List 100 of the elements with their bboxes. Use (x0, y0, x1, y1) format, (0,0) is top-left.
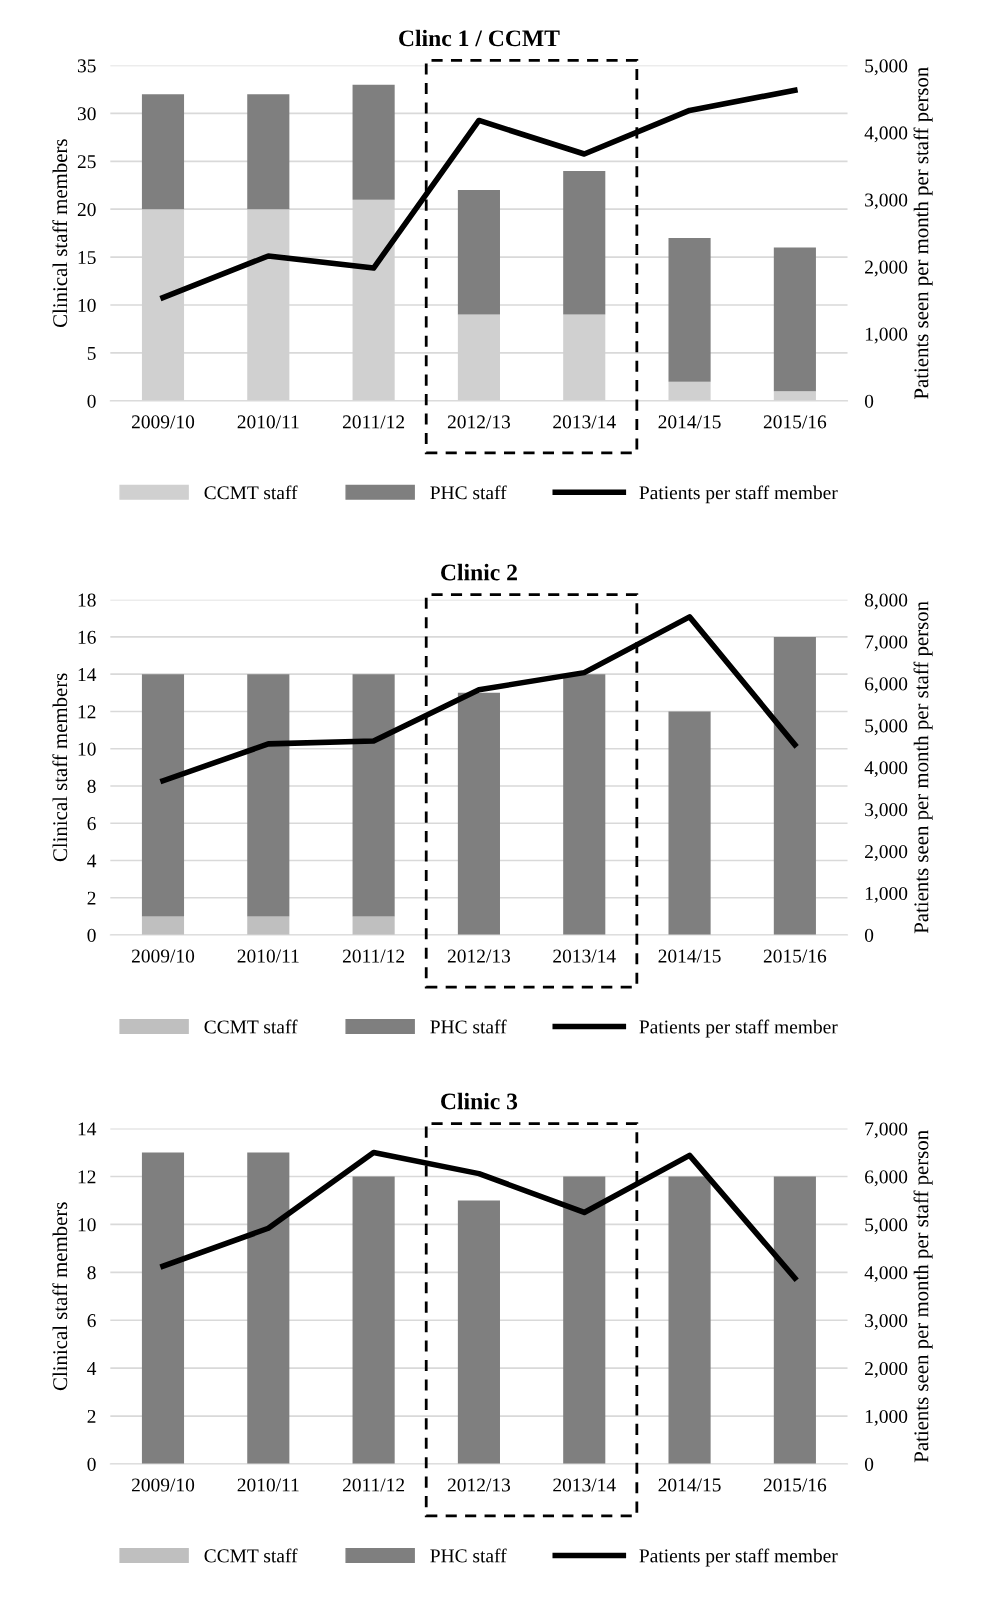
y2-tick-label: 8,000 (864, 593, 908, 610)
y2-tick-label: 3,000 (865, 1314, 908, 1330)
y-tick-label: 10 (78, 298, 96, 312)
y-tick-label: 5 (87, 346, 96, 360)
bar (668, 1176, 711, 1464)
legend-label: CCMT staff (204, 1548, 298, 1563)
legend-label: Patients per staff member (639, 1548, 838, 1567)
y-tick-label: 8 (87, 1266, 96, 1280)
y2-tick-label: 3,000 (865, 193, 908, 210)
bar (141, 94, 185, 210)
chart-title: Clinic 3 (441, 1092, 518, 1110)
x-tick-label: 2010/11 (237, 1478, 299, 1492)
y-tick-label: 0 (87, 928, 96, 942)
bar (247, 674, 290, 917)
bar (563, 170, 606, 315)
y2-tick-label: 7,000 (865, 1122, 908, 1139)
x-tick-label: 2014/15 (658, 415, 721, 429)
y2-tick-label: 5,000 (865, 59, 908, 76)
y-tick-label: 12 (78, 705, 96, 719)
y-tick-label: 8 (87, 779, 96, 793)
y2-tick-label: 4,000 (864, 1266, 908, 1283)
y-tick-label: 6 (87, 1314, 96, 1328)
bar (352, 916, 395, 936)
y2-tick-label: 7,000 (865, 635, 908, 652)
y-tick-label: 35 (77, 59, 96, 73)
y2-tick-label: 2,000 (865, 1361, 908, 1378)
y2-axis-title: Patients seen per month per staff person (913, 67, 933, 400)
bar (141, 916, 185, 936)
y-tick-label: 25 (77, 155, 96, 169)
y-tick-label: 6 (87, 817, 96, 831)
y2-tick-label: 1,000 (865, 1409, 908, 1426)
y-tick-label: 15 (78, 251, 96, 265)
y2-tick-label: 4,000 (864, 761, 908, 778)
y-axis-title: Clinical staff members (52, 139, 68, 327)
y-tick-label: 14 (78, 1122, 97, 1136)
y-tick-label: 16 (78, 630, 96, 644)
x-tick-label: 2010/11 (237, 949, 299, 963)
bar (352, 84, 395, 200)
y-tick-label: 2 (87, 1409, 96, 1423)
bar (773, 636, 816, 936)
legend-label: PHC staff (430, 1019, 507, 1034)
x-tick-label: 2012/13 (447, 949, 511, 963)
x-tick-label: 2009/10 (131, 949, 195, 963)
x-tick-label: 2012/13 (447, 1478, 511, 1492)
y-tick-label: 30 (77, 107, 96, 121)
bar (141, 674, 185, 917)
y-tick-label: 2 (87, 891, 96, 905)
y2-tick-label: 4,000 (864, 126, 908, 143)
bar (773, 247, 816, 392)
y-axis-title: Clinical staff members (52, 1202, 68, 1391)
y2-tick-label: 3,000 (865, 803, 908, 820)
y-axis-title: Clinical staff members (52, 673, 68, 862)
legend-label: PHC staff (430, 1548, 507, 1563)
y2-axis-title: Patients seen per month per staff person (913, 601, 933, 934)
y-tick-label: 10 (78, 1218, 96, 1232)
x-tick-label: 2015/16 (763, 949, 827, 963)
bar (247, 1152, 290, 1464)
x-tick-label: 2015/16 (763, 1478, 827, 1492)
bar (457, 1200, 500, 1464)
y-tick-label: 4 (87, 854, 97, 868)
legend-label: Patients per staff member (639, 1019, 838, 1038)
y2-tick-label: 5,000 (865, 1218, 908, 1235)
y2-axis-title: Patients seen per month per staff person (913, 1130, 933, 1463)
y2-tick-label: 0 (864, 928, 874, 942)
x-tick-label: 2013/14 (553, 1478, 616, 1492)
bar (457, 190, 500, 315)
x-tick-label: 2014/15 (658, 949, 721, 963)
x-tick-label: 2011/12 (342, 415, 405, 429)
x-tick-label: 2012/13 (447, 415, 511, 429)
bar (247, 916, 290, 936)
bar (668, 237, 711, 382)
y-tick-label: 0 (87, 1457, 96, 1471)
legend-label: CCMT staff (204, 1019, 298, 1034)
legend-label: PHC staff (430, 485, 507, 500)
y2-tick-label: 1,000 (865, 327, 908, 344)
bar (141, 1152, 185, 1464)
y2-tick-label: 0 (864, 1457, 874, 1471)
y-tick-label: 0 (87, 394, 96, 408)
y-tick-label: 12 (78, 1170, 96, 1184)
bar (457, 692, 500, 936)
bar (563, 1176, 606, 1464)
x-tick-label: 2009/10 (131, 415, 195, 429)
x-tick-label: 2011/12 (342, 949, 405, 963)
y-tick-label: 14 (78, 668, 97, 681)
x-tick-label: 2014/15 (658, 1478, 721, 1492)
x-tick-label: 2015/16 (763, 415, 827, 429)
bar (247, 94, 290, 210)
y-tick-label: 10 (78, 742, 96, 756)
y2-tick-label: 6,000 (865, 677, 908, 694)
legend-label: CCMT staff (204, 485, 298, 500)
y-tick-label: 4 (87, 1362, 97, 1375)
y-tick-label: 20 (77, 203, 96, 217)
x-tick-label: 2013/14 (553, 949, 616, 963)
y2-tick-label: 2,000 (865, 260, 908, 277)
x-tick-label: 2009/10 (131, 1478, 195, 1492)
y2-tick-label: 5,000 (865, 719, 908, 736)
y-tick-label: 18 (78, 593, 96, 607)
y2-tick-label: 2,000 (865, 845, 908, 861)
bar (563, 674, 606, 936)
x-tick-label: 2011/12 (342, 1478, 405, 1492)
